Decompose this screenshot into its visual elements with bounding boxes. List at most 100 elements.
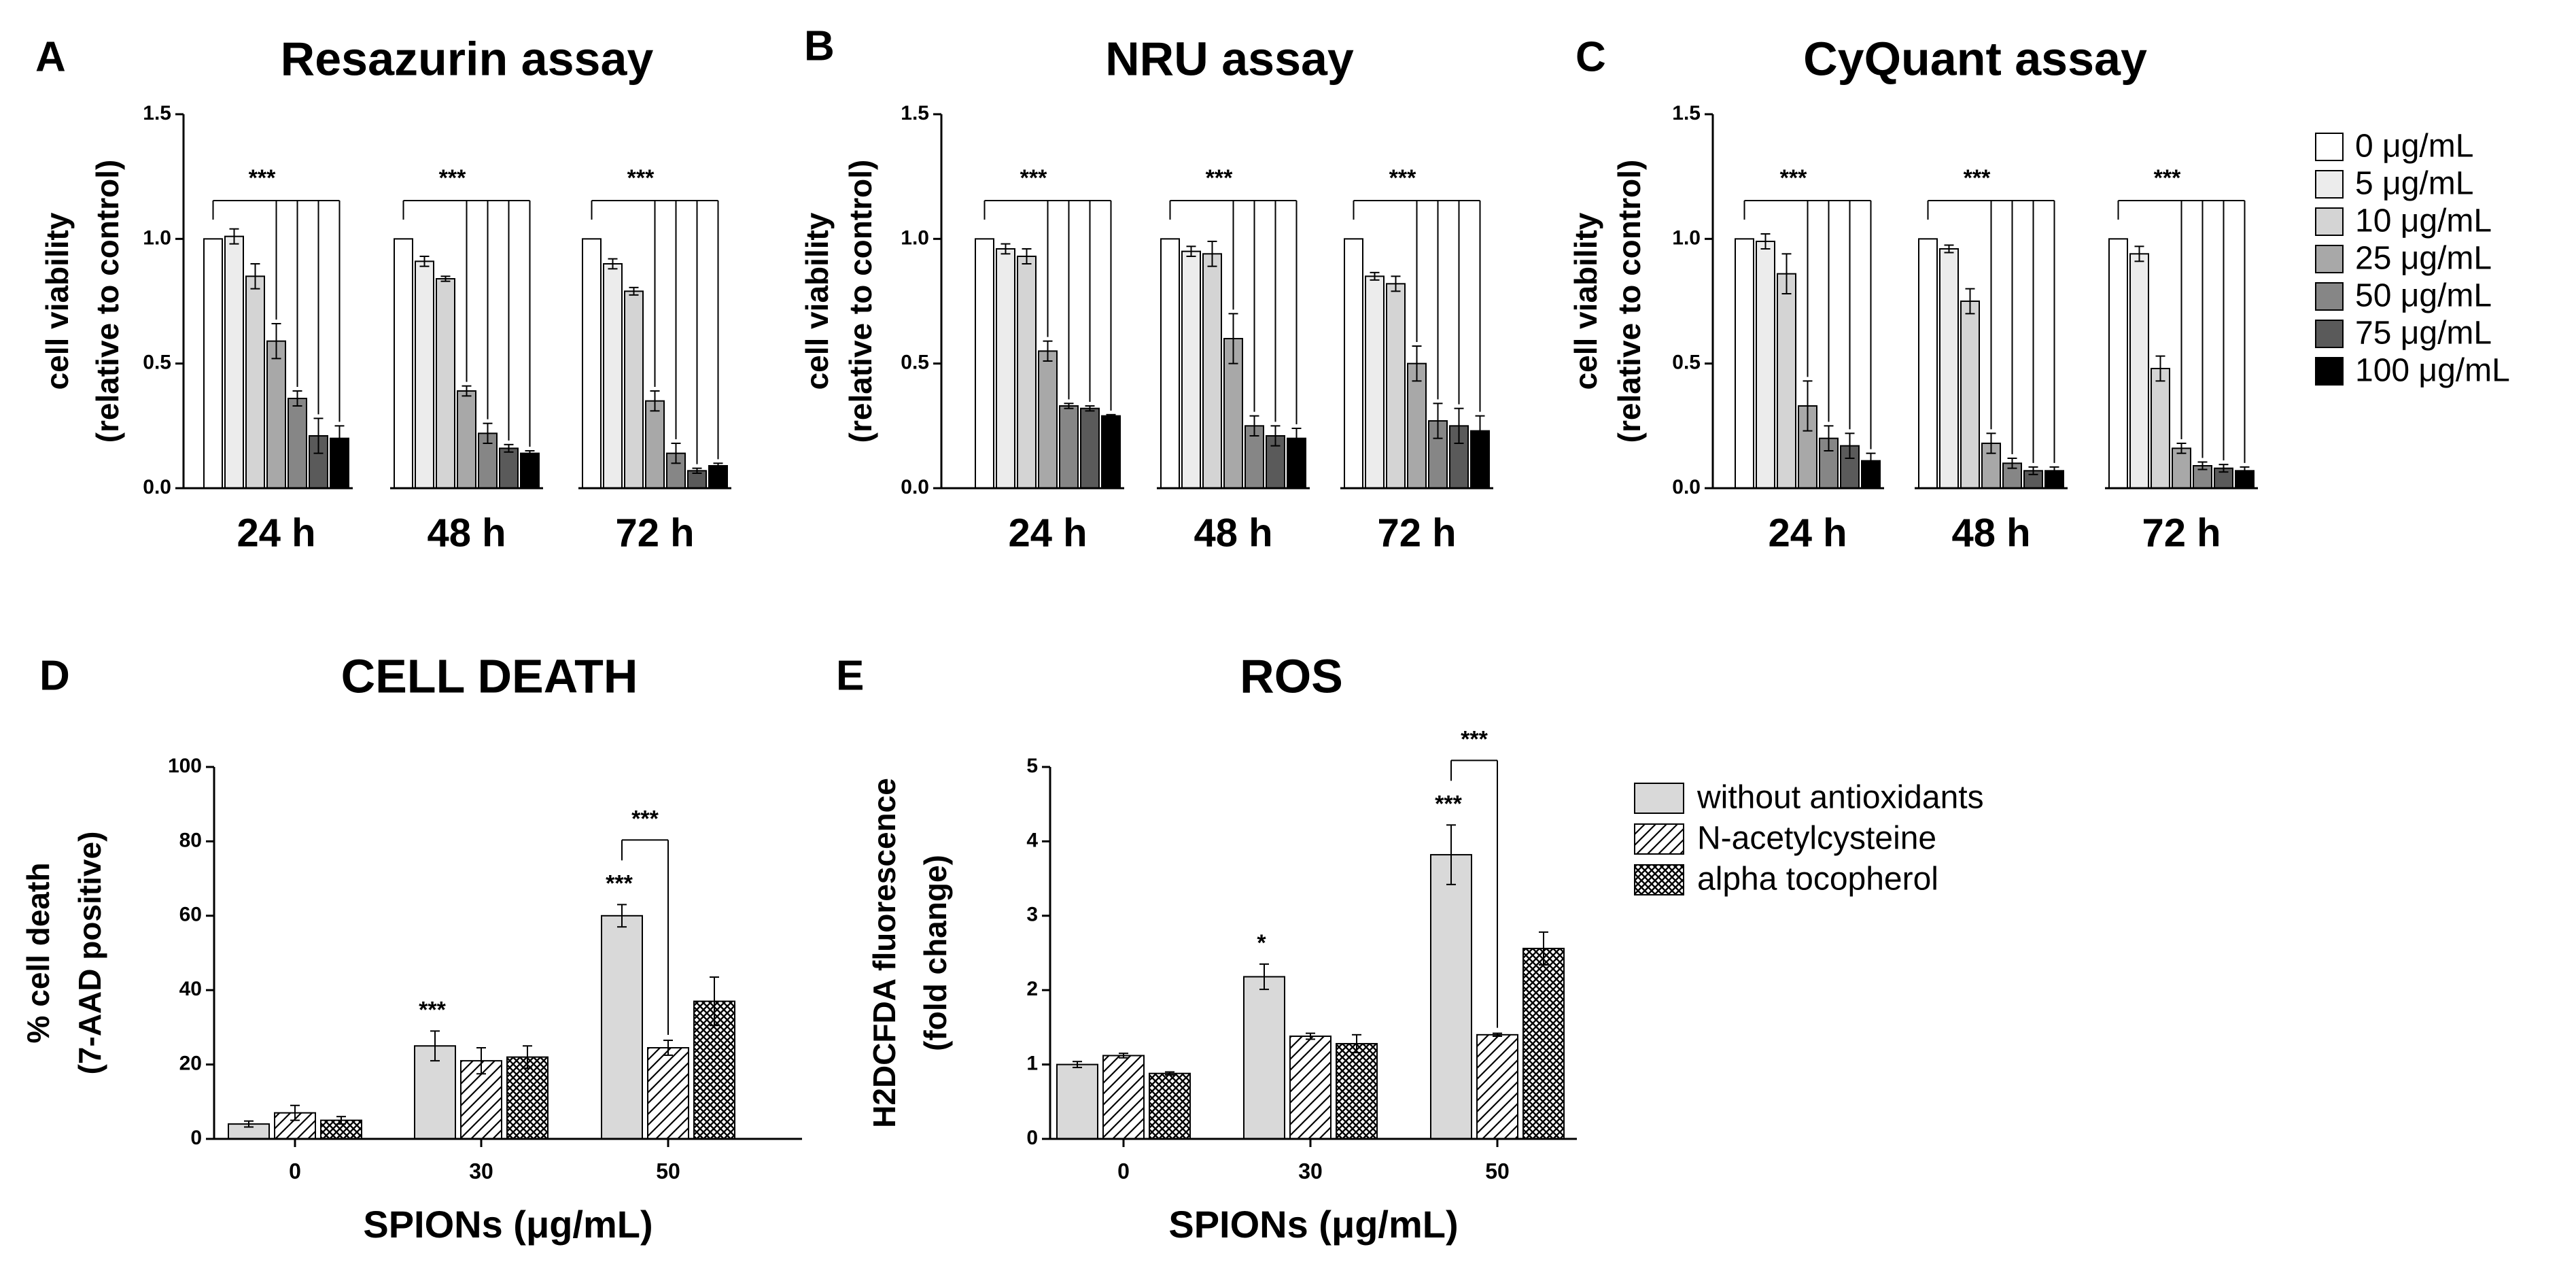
- y-axis-label-sub: (fold change): [918, 855, 953, 1051]
- legend-item: 5 μg/mL: [2315, 166, 2473, 202]
- bar: [436, 278, 455, 489]
- legend-label: 25 μg/mL: [2355, 241, 2492, 277]
- bar: [975, 238, 994, 489]
- bar-group-48h: ***: [1918, 165, 2064, 489]
- legend-swatch: [2315, 357, 2344, 386]
- x-category-label: 50: [1485, 1159, 1510, 1183]
- x-category-label: 30: [1298, 1159, 1323, 1183]
- bar: [1336, 1042, 1378, 1140]
- x-category-label: 50: [656, 1159, 680, 1183]
- bar: [1777, 273, 1796, 489]
- chart-title: CELL DEATH: [341, 649, 638, 702]
- legend-item: 10 μg/mL: [2315, 203, 2492, 239]
- bar: [2151, 368, 2170, 489]
- y-axis-label: cell viability: [799, 212, 835, 390]
- bar: [2108, 238, 2128, 489]
- significance-label: ***: [249, 165, 276, 191]
- bar: [224, 235, 244, 489]
- legend-label: alpha tocopherol: [1697, 861, 1938, 898]
- bar: [624, 290, 644, 489]
- significance-label: ***: [439, 165, 466, 191]
- y-axis-label: cell viability: [1568, 212, 1603, 390]
- y-tick-label: 0.0: [143, 476, 171, 498]
- x-category-label: 0: [1117, 1159, 1130, 1183]
- x-axis-title: SPIONs (μg/mL): [1168, 1203, 1458, 1246]
- bar: [1756, 241, 1775, 489]
- y-tick-label: 1.0: [1672, 226, 1701, 249]
- bar-group-48h: ***: [1160, 165, 1306, 490]
- bar: [1059, 405, 1079, 489]
- bar-group-24h: ***: [1735, 165, 1881, 490]
- bar-group-0: [1056, 1053, 1191, 1140]
- significance-label: ***: [1435, 791, 1462, 817]
- bar: [1522, 947, 1565, 1140]
- panels-layer: A Resazurin assay 0.0 0.5 1.0 1.5 cell viabili…: [20, 22, 2258, 1246]
- bar: [647, 1046, 689, 1140]
- bar-group-72h: ***: [582, 165, 728, 490]
- y-tick-label: 1: [1026, 1053, 1038, 1075]
- panel-letter: D: [39, 652, 70, 699]
- y-tick-label: 0: [1026, 1127, 1038, 1149]
- bar: [1080, 407, 1100, 490]
- bar: [1202, 253, 1222, 489]
- bar: [245, 275, 265, 489]
- chart-title: CyQuant assay: [1803, 32, 2147, 85]
- bar: [708, 465, 728, 489]
- legend-label: 10 μg/mL: [2355, 203, 2492, 239]
- legend-item: 100 μg/mL: [2315, 353, 2510, 389]
- significance-label: ***: [1206, 165, 1233, 191]
- x-category-label: 24 h: [1008, 511, 1087, 555]
- treatment-legend: without antioxidants N-acetylcysteine alph…: [1634, 780, 1984, 898]
- bar-group-30: *: [1243, 930, 1378, 1140]
- panel-d: D CELL DEATH 0 20 40 60 80 100 % cell death (7-AA…: [20, 649, 802, 1246]
- legend-swatch: [1634, 864, 1684, 895]
- significance-label: ***: [1461, 726, 1488, 752]
- significance-label: ***: [1964, 165, 1991, 191]
- x-category-label: 48 h: [1194, 511, 1272, 555]
- bar: [1056, 1063, 1098, 1140]
- bar: [415, 260, 434, 489]
- bar: [520, 452, 540, 490]
- y-tick-label: 0.5: [1672, 352, 1701, 374]
- bar-group-50: *** ***: [601, 806, 735, 1140]
- x-category-label: 72 h: [1377, 511, 1456, 555]
- y-tick-label: 1.5: [1672, 102, 1701, 124]
- y-tick-label: 0.0: [1672, 476, 1701, 498]
- y-tick-label: 4: [1026, 829, 1038, 851]
- y-tick-label: 5: [1026, 755, 1038, 777]
- bar: [394, 238, 413, 489]
- bar-group-50: *** ***: [1430, 726, 1565, 1140]
- y-tick-label: 20: [179, 1053, 202, 1075]
- bar: [499, 447, 519, 489]
- significance-label: ***: [606, 870, 633, 896]
- x-category-label: 30: [469, 1159, 493, 1183]
- panel-a: A Resazurin assay 0.0 0.5 1.0 1.5 cell viabili…: [35, 32, 731, 555]
- legend-swatch: [2315, 320, 2344, 348]
- bar: [1960, 301, 1980, 489]
- y-tick-label: 0.0: [901, 476, 929, 498]
- bar: [288, 398, 307, 489]
- legend-label: 5 μg/mL: [2355, 166, 2473, 202]
- y-tick-label: 60: [179, 904, 202, 926]
- y-tick-label: 1.0: [901, 226, 929, 249]
- bar: [266, 340, 286, 489]
- chart-title: NRU assay: [1105, 32, 1354, 85]
- legend-label: 50 μg/mL: [2355, 278, 2492, 314]
- bar: [203, 238, 223, 489]
- legend-item: 25 μg/mL: [2315, 241, 2492, 277]
- bar-group-24h: ***: [975, 165, 1121, 490]
- y-tick-label: 1.5: [901, 102, 929, 124]
- bar: [1243, 976, 1285, 1140]
- y-tick-label: 40: [179, 978, 202, 1000]
- y-axis-label-sub: (relative to control): [843, 160, 878, 443]
- bar: [1365, 275, 1385, 489]
- bar-group-0: [228, 1104, 362, 1140]
- legend-item: without antioxidants: [1634, 780, 1984, 816]
- bar-group-30: ***: [414, 997, 549, 1140]
- bar: [2172, 447, 2191, 489]
- panel-b: B NRU assay 0.0 0.5 1.0 1.5 cell viability (rel…: [799, 22, 1493, 555]
- legend-swatch: [1634, 823, 1684, 855]
- bar-group-48h: ***: [394, 165, 540, 490]
- legend-item: 0 μg/mL: [2315, 129, 2473, 165]
